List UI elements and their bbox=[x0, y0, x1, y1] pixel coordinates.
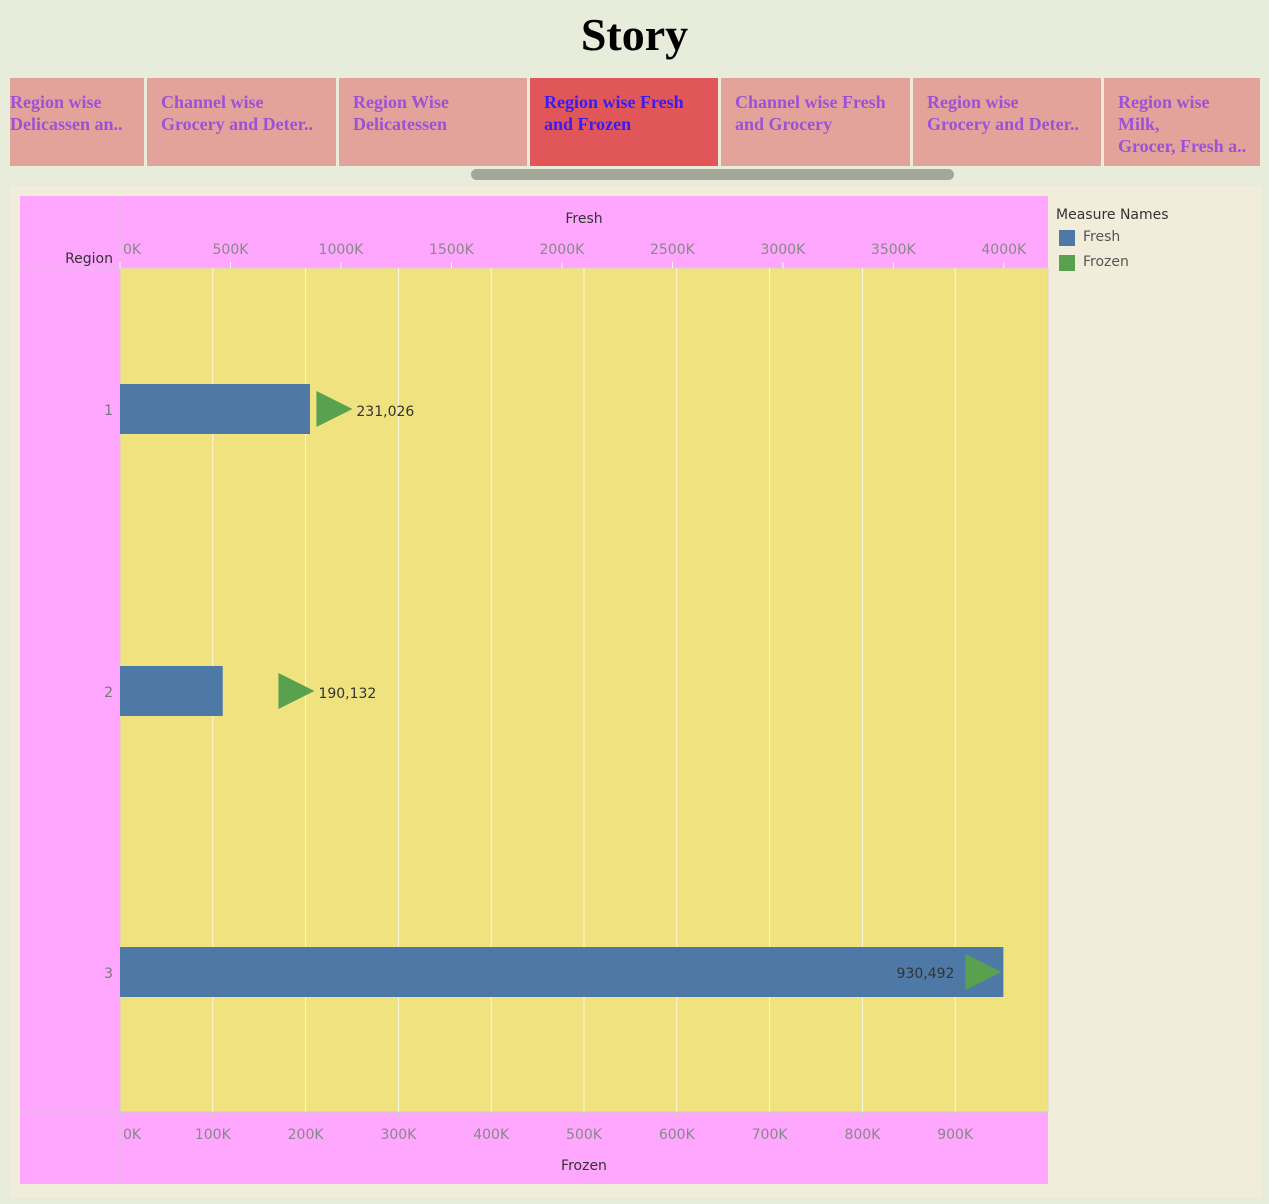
bottom-axis-tick-label: 800K bbox=[844, 1127, 881, 1143]
bottom-axis-tick-label: 300K bbox=[380, 1127, 417, 1143]
region-label: 1 bbox=[104, 403, 113, 419]
legend-label-frozen: Frozen bbox=[1083, 254, 1129, 270]
top-axis-tick-label: 1500K bbox=[429, 242, 475, 258]
data-label: 930,492 bbox=[897, 966, 955, 982]
top-axis-tick-label: 500K bbox=[213, 242, 250, 258]
top-axis-title: Fresh bbox=[565, 211, 602, 227]
legend-swatch-fresh bbox=[1059, 230, 1075, 246]
tab-label-line1: Region wise Fresh bbox=[544, 92, 684, 112]
bottom-axis-pane bbox=[120, 1112, 1048, 1184]
fresh-bar bbox=[120, 384, 311, 434]
tab-region-wise-delicatessen[interactable]: Region Wise Delicatessen bbox=[339, 78, 527, 166]
tab-label-line2: and Frozen bbox=[544, 114, 632, 134]
tab-region-wise-milk[interactable]: Region wise Milk, Grocer, Fresh a.. bbox=[1104, 78, 1260, 166]
frozen-marker bbox=[278, 673, 315, 709]
tab-label-line1: Region wise bbox=[10, 92, 102, 112]
bottom-axis-tick-label: 600K bbox=[659, 1127, 696, 1143]
tab-label-line1: Region Wise bbox=[353, 92, 449, 112]
tab-label-line1: Region wise Milk, bbox=[1118, 92, 1210, 134]
tab-label-line1: Region wise bbox=[927, 92, 1019, 112]
region-label: 3 bbox=[104, 966, 113, 982]
bottom-axis-title: Frozen bbox=[561, 1158, 607, 1174]
region-label: 2 bbox=[104, 685, 113, 701]
tab-region-wise-fresh-frozen[interactable]: Region wise Fresh and Frozen bbox=[530, 78, 718, 166]
bottom-axis-tick-label: 200K bbox=[288, 1127, 325, 1143]
tab-label-line2: Grocer, Fresh a.. bbox=[1118, 136, 1247, 156]
legend-swatch-frozen bbox=[1059, 255, 1075, 271]
tab-channel-wise-fresh-grocery[interactable]: Channel wise Fresh and Grocery bbox=[721, 78, 910, 166]
fresh-bar bbox=[120, 666, 223, 716]
bottom-axis-tick-label: 0K bbox=[123, 1127, 142, 1143]
bottom-axis-tick-label: 700K bbox=[752, 1127, 789, 1143]
tab-label-line1: Channel wise Fresh bbox=[735, 92, 886, 112]
legend-label-fresh: Fresh bbox=[1083, 229, 1121, 245]
fresh-bar bbox=[120, 947, 1004, 997]
data-label: 190,132 bbox=[318, 686, 376, 702]
story-tabs: Region wise Delicassen an.. Channel wise… bbox=[10, 78, 1260, 166]
tab-label-line2: and Grocery bbox=[735, 114, 833, 134]
tab-label-line1: Channel wise bbox=[161, 92, 264, 112]
tab-label-line2: Delicatessen bbox=[353, 114, 447, 134]
row-header-title: Region bbox=[65, 251, 113, 267]
bottom-axis-tick-label: 100K bbox=[195, 1127, 232, 1143]
top-axis-pane bbox=[20, 196, 1048, 268]
tab-region-wise-grocery[interactable]: Region wise Grocery and Deter.. bbox=[913, 78, 1101, 166]
tab-label-line2: Grocery and Deter.. bbox=[927, 114, 1079, 134]
top-axis-tick-label: 0K bbox=[123, 242, 142, 258]
bottom-axis-tick-label: 500K bbox=[566, 1127, 603, 1143]
tab-channel-wise-grocery[interactable]: Channel wise Grocery and Deter.. bbox=[147, 78, 336, 166]
legend-title: Measure Names bbox=[1056, 207, 1169, 223]
top-axis-tick-label: 1000K bbox=[319, 242, 365, 258]
tabs-scrollbar[interactable] bbox=[471, 169, 954, 180]
tab-label-line2: Delicassen an.. bbox=[10, 114, 123, 134]
tab-label-line2: Grocery and Deter.. bbox=[161, 114, 313, 134]
bottom-axis-tick-label: 900K bbox=[937, 1127, 974, 1143]
row-header-pane bbox=[20, 268, 120, 1184]
bottom-axis-tick-label: 400K bbox=[473, 1127, 510, 1143]
frozen-marker bbox=[965, 954, 1002, 990]
story-title: Story bbox=[580, 9, 689, 60]
frozen-marker bbox=[316, 391, 353, 427]
top-axis-tick-label: 2000K bbox=[539, 242, 585, 258]
top-axis-tick-label: 2500K bbox=[650, 242, 696, 258]
top-axis-tick-label: 3500K bbox=[871, 242, 917, 258]
tab-region-wise-delicassen[interactable]: Region wise Delicassen an.. bbox=[10, 78, 144, 166]
data-label: 231,026 bbox=[356, 404, 414, 420]
top-axis-tick-label: 3000K bbox=[760, 242, 806, 258]
top-axis-tick-label: 4000K bbox=[981, 242, 1027, 258]
